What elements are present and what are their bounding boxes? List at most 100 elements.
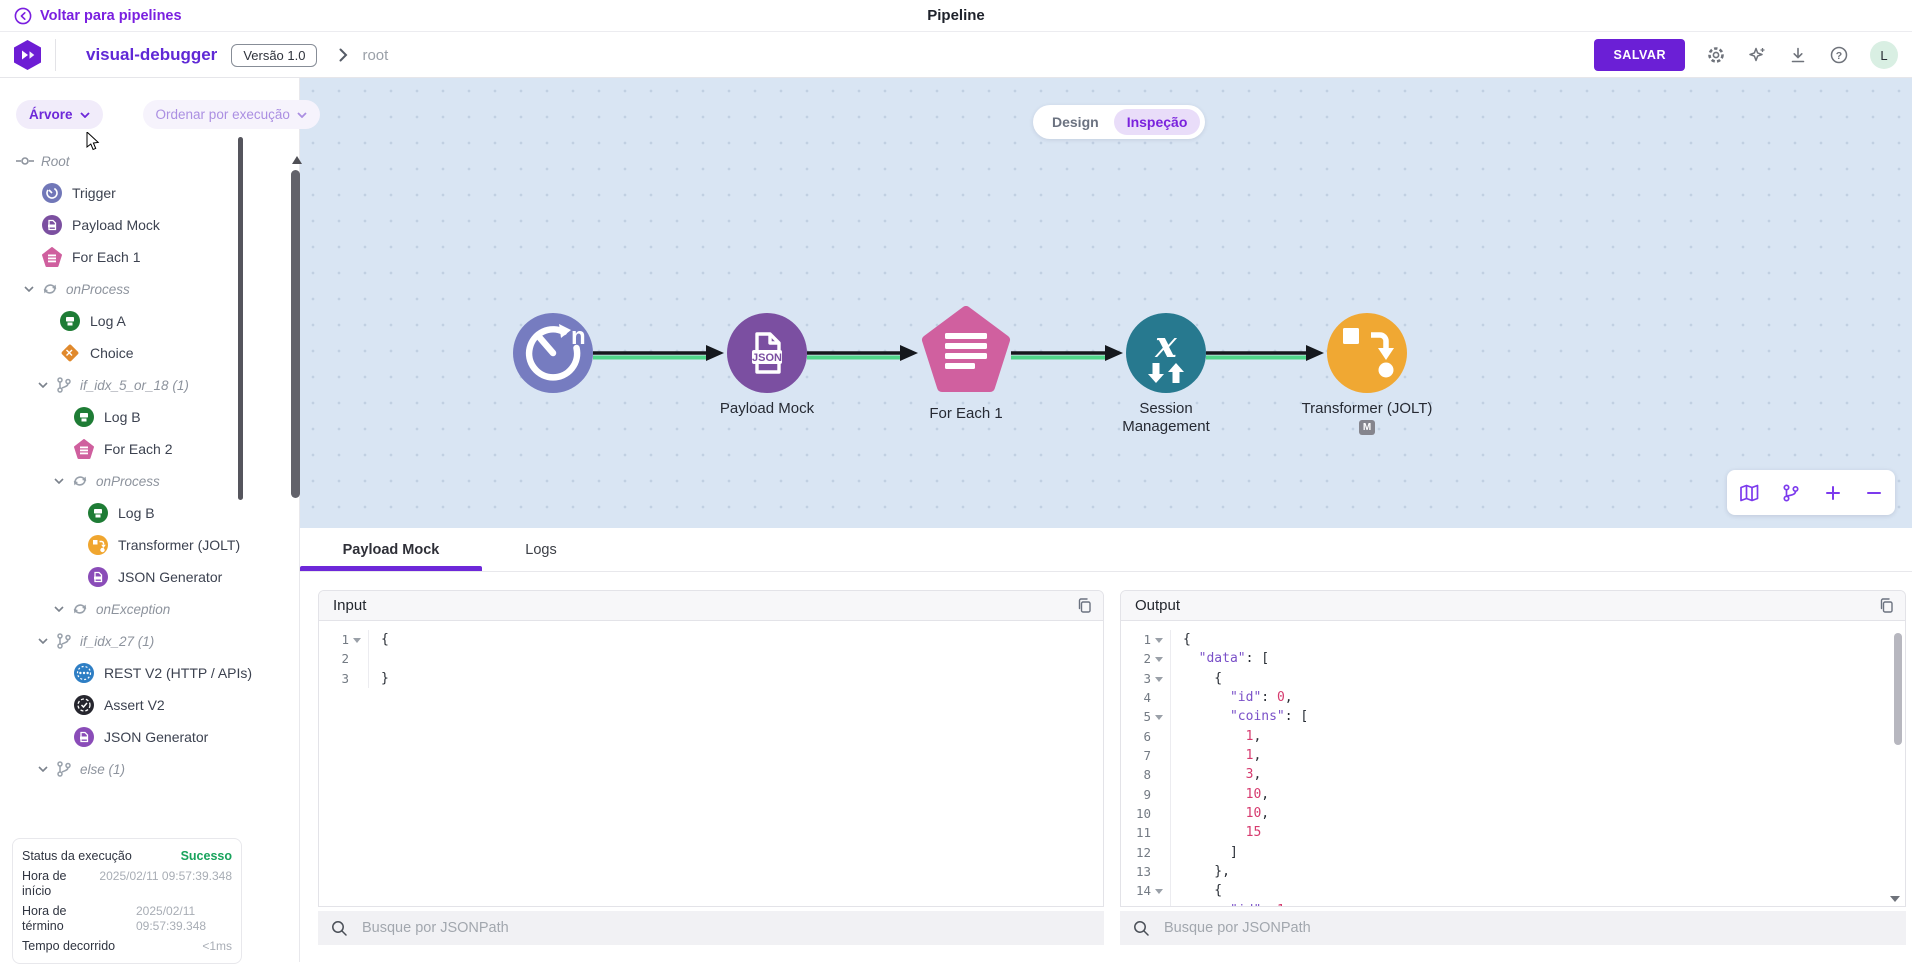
tree-scrollbar-thumb[interactable] bbox=[238, 137, 243, 500]
tree-item-for-each-2[interactable]: For Each 2 bbox=[0, 433, 299, 465]
minimap-icon[interactable] bbox=[1738, 482, 1760, 504]
code-line: 3 { bbox=[1121, 668, 1905, 689]
for-each-node[interactable] bbox=[921, 306, 1011, 394]
code-text: { bbox=[1170, 668, 1905, 689]
fold-toggle-icon[interactable] bbox=[1151, 649, 1167, 668]
output-editor: Output 1{ 2 "data": [ 3 { 4 "id": 0, 5 "… bbox=[1120, 590, 1906, 907]
transformer-icon bbox=[88, 535, 108, 555]
sort-dropdown[interactable]: Ordenar por execução bbox=[142, 100, 320, 129]
pipeline-canvas[interactable]: Design Inspeção n JSON bbox=[300, 78, 1912, 528]
tree-item-trigger[interactable]: Trigger bbox=[0, 177, 299, 209]
zoom-in-icon[interactable] bbox=[1823, 483, 1843, 503]
code-text: "id": 1, bbox=[1170, 900, 1905, 906]
tree-section-onexception[interactable]: onException bbox=[0, 593, 299, 625]
scroll-down-arrow[interactable] bbox=[1890, 896, 1900, 902]
tree-section-else[interactable]: else (1) bbox=[0, 753, 299, 785]
settings-gear-icon[interactable] bbox=[1706, 45, 1726, 65]
tree-item-log-b[interactable]: Log B bbox=[0, 401, 299, 433]
tree-item-json-generator-2[interactable]: JSON Generator bbox=[0, 721, 299, 753]
code-line: 11 15 bbox=[1121, 823, 1905, 843]
fold-toggle-icon[interactable] bbox=[349, 630, 365, 649]
design-mode-button[interactable]: Design bbox=[1052, 114, 1099, 130]
tree-item-log-b-2[interactable]: Log B bbox=[0, 497, 299, 529]
tree-section-if-idx-27[interactable]: if_idx_27 (1) bbox=[0, 625, 299, 657]
scrollbar-up-arrow[interactable] bbox=[292, 156, 302, 164]
log-icon bbox=[74, 407, 94, 427]
tree-item-rest-v2[interactable]: REST V2 (HTTP / APIs) bbox=[0, 657, 299, 689]
jsonpath-search-input[interactable] bbox=[360, 919, 1092, 937]
line-number: 1 bbox=[341, 632, 349, 647]
tree-label: Payload Mock bbox=[72, 217, 160, 233]
trigger-node[interactable]: n bbox=[513, 313, 593, 393]
line-number: 12 bbox=[1135, 844, 1151, 860]
pipeline-header: visual-debugger Versão 1.0 root SALVAR ?… bbox=[0, 33, 1912, 78]
tree-item-choice[interactable]: Choice bbox=[0, 337, 299, 369]
tree-section-if-idx-5-or-18[interactable]: if_idx_5_or_18 (1) bbox=[0, 369, 299, 401]
chevron-down-icon bbox=[54, 606, 64, 612]
tree-label: For Each 2 bbox=[104, 441, 173, 457]
user-avatar[interactable]: L bbox=[1870, 41, 1898, 69]
start-time-row: Hora de início 2025/02/11 09:57:39.348 bbox=[22, 866, 232, 901]
tree-label: Log B bbox=[104, 409, 141, 425]
save-button[interactable]: SALVAR bbox=[1594, 39, 1685, 71]
copy-icon[interactable] bbox=[1878, 597, 1895, 614]
tree-item-assert-v2[interactable]: Assert V2 bbox=[0, 689, 299, 721]
svg-text:?: ? bbox=[1836, 50, 1842, 62]
fold-toggle-icon[interactable] bbox=[1151, 881, 1167, 900]
fold-toggle-icon[interactable] bbox=[1151, 630, 1167, 649]
help-icon[interactable]: ? bbox=[1829, 45, 1849, 65]
payload-mock-node[interactable]: JSON bbox=[727, 313, 807, 393]
copy-icon[interactable] bbox=[1076, 597, 1093, 614]
input-code[interactable]: 1{ 2 3} bbox=[319, 621, 1103, 689]
tree-section-onprocess[interactable]: onProcess bbox=[0, 273, 299, 305]
pipeline-name: visual-debugger bbox=[86, 45, 218, 64]
fold-toggle-icon[interactable] bbox=[1151, 669, 1167, 688]
view-mode-label: Árvore bbox=[29, 107, 73, 122]
tree-item-payload-mock[interactable]: Payload Mock bbox=[0, 209, 299, 241]
fold-toggle-icon bbox=[349, 649, 365, 668]
fold-toggle-icon bbox=[1151, 688, 1167, 707]
executed-connection bbox=[1206, 345, 1324, 361]
root-node-icon bbox=[16, 152, 34, 170]
sidebar-scrollbar-thumb[interactable] bbox=[291, 170, 300, 498]
execution-tree-icon[interactable] bbox=[1781, 483, 1801, 503]
node-label: Session Management bbox=[1122, 400, 1210, 435]
zoom-out-icon[interactable] bbox=[1864, 483, 1884, 503]
fold-toggle-icon[interactable] bbox=[1151, 707, 1167, 726]
line-number: 7 bbox=[1143, 748, 1151, 764]
tree-item-for-each-1[interactable]: For Each 1 bbox=[0, 241, 299, 273]
fold-toggle-icon bbox=[1151, 901, 1167, 906]
tab-logs[interactable]: Logs bbox=[525, 541, 557, 558]
code-line: 2 "data": [ bbox=[1121, 649, 1905, 669]
tab-payload-mock[interactable]: Payload Mock bbox=[300, 528, 482, 571]
for-each-list-icon bbox=[922, 306, 1010, 392]
code-line: 1{ bbox=[1121, 630, 1905, 650]
output-scrollbar-thumb[interactable] bbox=[1894, 633, 1902, 745]
tree-item-root[interactable]: Root bbox=[0, 145, 299, 177]
line-number: 5 bbox=[1143, 709, 1151, 725]
output-code[interactable]: 1{ 2 "data": [ 3 { 4 "id": 0, 5 "coins":… bbox=[1121, 621, 1905, 906]
tree-item-json-generator[interactable]: JSON Generator bbox=[0, 561, 299, 593]
back-to-pipelines-link[interactable]: Voltar para pipelines bbox=[14, 7, 182, 25]
view-mode-dropdown[interactable]: Árvore bbox=[16, 100, 103, 129]
output-title: Output bbox=[1135, 597, 1181, 614]
download-icon[interactable] bbox=[1788, 45, 1808, 65]
tree-item-log-a[interactable]: Log A bbox=[0, 305, 299, 337]
code-text: { bbox=[1170, 630, 1905, 650]
fold-toggle-icon bbox=[349, 669, 365, 688]
chevron-down-icon bbox=[54, 478, 64, 484]
tree-section-onprocess-nested[interactable]: onProcess bbox=[0, 465, 299, 497]
fold-toggle-icon bbox=[1151, 804, 1167, 823]
breadcrumb-chevron-icon bbox=[339, 48, 348, 62]
jsonpath-search-input[interactable] bbox=[1162, 919, 1894, 937]
transformer-jolt-node[interactable] bbox=[1327, 313, 1407, 393]
code-line: 10 10, bbox=[1121, 804, 1905, 824]
output-pane: Output 1{ 2 "data": [ 3 { 4 "id": 0, 5 "… bbox=[1120, 590, 1906, 945]
code-line: 6 1, bbox=[1121, 726, 1905, 747]
ai-sparkle-icon[interactable] bbox=[1747, 45, 1767, 65]
inspection-mode-button[interactable]: Inspeção bbox=[1113, 109, 1201, 135]
session-management-node[interactable]: x bbox=[1126, 313, 1206, 393]
tree-item-transformer-jolt[interactable]: Transformer (JOLT) bbox=[0, 529, 299, 561]
line-number: 15 bbox=[1121, 901, 1151, 906]
line-number: 13 bbox=[1135, 864, 1151, 880]
